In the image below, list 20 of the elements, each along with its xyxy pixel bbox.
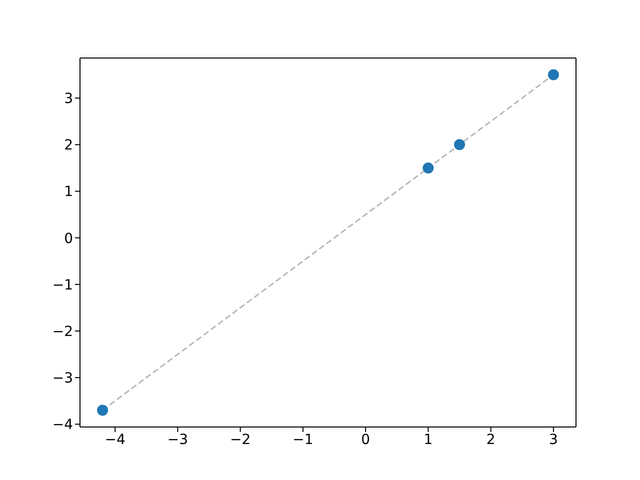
x-tick-label: 0 — [361, 432, 370, 448]
y-tick-label: −2 — [52, 324, 73, 340]
x-tick-label: −3 — [167, 432, 188, 448]
point — [422, 162, 434, 174]
y-tick-label: 1 — [64, 184, 73, 200]
x-tick-label: 2 — [486, 432, 496, 448]
point — [454, 139, 466, 150]
y-tick-label: 0 — [64, 230, 73, 247]
y-tick-label: 3 — [64, 91, 73, 108]
x-tick-label: −4 — [104, 432, 126, 448]
x-tick-label: −2 — [230, 432, 251, 448]
y-tick-label: −3 — [52, 370, 73, 387]
y-tick-label: 2 — [64, 138, 73, 154]
x-tick-label: 1 — [424, 432, 433, 448]
x-tick-label: 3 — [548, 432, 558, 448]
y-tick-label: −4 — [52, 417, 74, 434]
y-tick-label: −1 — [52, 277, 73, 294]
point — [97, 404, 108, 416]
point — [548, 69, 559, 80]
x-tick-label: −1 — [292, 432, 314, 448]
